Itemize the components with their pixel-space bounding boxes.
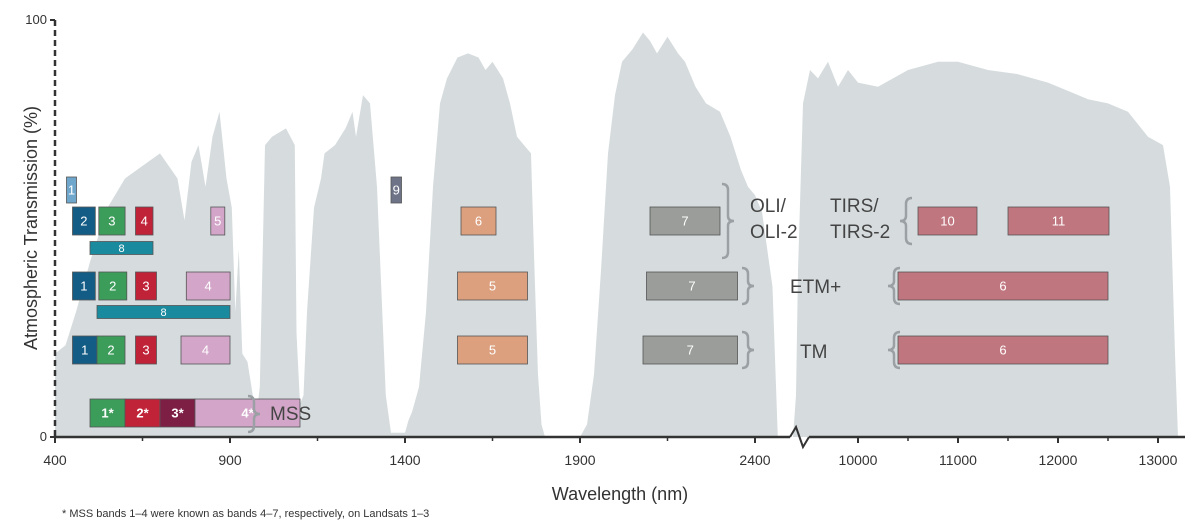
- band-label: 8: [160, 307, 166, 319]
- band-label: 4: [204, 279, 211, 294]
- band-label: 11: [1052, 214, 1066, 229]
- band-etmplus-2: [98, 271, 128, 301]
- band-label: 2: [109, 279, 116, 294]
- x-axis-break: [789, 424, 810, 450]
- band-label: 5: [489, 343, 496, 358]
- band-oli-7: [649, 206, 721, 236]
- band-label: 3*: [171, 406, 184, 421]
- y-tick-label: 100: [25, 12, 47, 27]
- tm-left-bracket: [741, 330, 755, 370]
- band-tirs-11: [1007, 206, 1110, 236]
- band-label: 5: [214, 214, 221, 229]
- band-tm-4: [180, 335, 231, 365]
- tirs2-label: TIRS-2: [830, 222, 890, 243]
- x-tick-label: 13000: [1139, 452, 1178, 468]
- x-tick-label: 1400: [389, 452, 420, 468]
- band-oli-8: [89, 241, 154, 255]
- band-tirs-10: [917, 206, 978, 236]
- footnote: * MSS bands 1–4 were known as bands 4–7,…: [62, 508, 430, 520]
- band-oli-6: [460, 206, 497, 236]
- band-label: 6: [999, 279, 1006, 294]
- band-label: 1: [68, 183, 75, 198]
- band-tm-1: [72, 335, 98, 365]
- band-etmplus-8: [96, 305, 231, 319]
- x-axis-label: Wavelength (nm): [552, 484, 688, 504]
- band-tm-3: [135, 335, 157, 365]
- band-label: 10: [940, 214, 954, 229]
- etm-right-bracket: [887, 266, 901, 306]
- band-label: 2: [80, 214, 87, 229]
- x-tick-label: 400: [43, 452, 67, 468]
- band-label: 9: [393, 183, 400, 198]
- band-label: 1: [80, 279, 87, 294]
- x-tick-label: 2400: [739, 452, 770, 468]
- band-tm-5: [457, 335, 528, 365]
- band-label: 1: [81, 343, 88, 358]
- band-label: 1*: [101, 406, 114, 421]
- etm-label: ETM+: [790, 277, 841, 298]
- band-label: 4*: [241, 406, 254, 421]
- band-tm-6: [897, 335, 1109, 365]
- sensor-label-layer: OLI/OLI-2 TIRS/TIRS-2 ETM+ TM MSS: [247, 182, 913, 434]
- etm-left-bracket: [741, 266, 755, 306]
- oli2-label: OLI-2: [750, 222, 798, 243]
- band-etmplus-3: [135, 271, 157, 301]
- band-etmplus-1: [72, 271, 96, 301]
- band-label: 2: [107, 343, 114, 358]
- mss-bracket: [247, 394, 261, 434]
- band-mss-3star: [159, 398, 196, 428]
- band-oli-5: [210, 206, 226, 236]
- band-label: 7: [688, 279, 695, 294]
- band-label: 7: [681, 214, 688, 229]
- band-label: 2*: [136, 406, 149, 421]
- band-label: 6: [999, 343, 1006, 358]
- band-label: 4: [202, 343, 209, 358]
- band-label: 4: [141, 214, 148, 229]
- transmission-area-left: [55, 32, 778, 437]
- tm-label: TM: [800, 342, 827, 363]
- oli-bracket: [721, 182, 735, 260]
- band-oli-2: [72, 206, 96, 236]
- band-oli-1: [66, 176, 77, 204]
- band-label: 3: [108, 214, 115, 229]
- band-tm-7: [642, 335, 738, 365]
- x-tick-label: 900: [218, 452, 242, 468]
- band-etmplus-4: [185, 271, 231, 301]
- band-mss-2star: [124, 398, 161, 428]
- band-etmplus-5: [457, 271, 528, 301]
- band-etmplus-6: [897, 271, 1109, 301]
- band-mss-4star: [194, 398, 301, 428]
- band-label: 3: [142, 343, 149, 358]
- band-oli-9: [390, 176, 402, 204]
- band-label: 6: [475, 214, 482, 229]
- band-layer: 1 9 2 3 4 5 6 7 10 11 8 1 2 3 4 5 7 6 8 1 2 3 4 5 7 6 1* 2* 3* 4*: [66, 176, 1110, 428]
- x-tick-label: 12000: [1039, 452, 1078, 468]
- transmission-area-right: [793, 61, 1178, 437]
- band-oli-3: [98, 206, 126, 236]
- x-tick-label: 1900: [564, 452, 595, 468]
- y-axis-label: Atmospheric Transmission (%): [21, 106, 41, 350]
- x-tick-label: 11000: [939, 452, 977, 468]
- band-mss-1star: [89, 398, 126, 428]
- x-tick-label: 10000: [839, 452, 878, 468]
- band-label: 3: [142, 279, 149, 294]
- mss-label: MSS: [270, 404, 311, 425]
- band-label: 8: [118, 243, 124, 255]
- tirs-bracket: [899, 196, 913, 246]
- band-label: 5: [489, 279, 496, 294]
- band-etmplus-7: [646, 271, 738, 301]
- band-label: 7: [687, 343, 694, 358]
- band-tm-2: [96, 335, 126, 365]
- tm-right-bracket: [887, 330, 901, 370]
- y-tick-label: 0: [40, 429, 47, 444]
- tirs-label: TIRS/: [830, 196, 879, 217]
- oli-label: OLI/: [750, 196, 787, 217]
- band-oli-4: [135, 206, 154, 236]
